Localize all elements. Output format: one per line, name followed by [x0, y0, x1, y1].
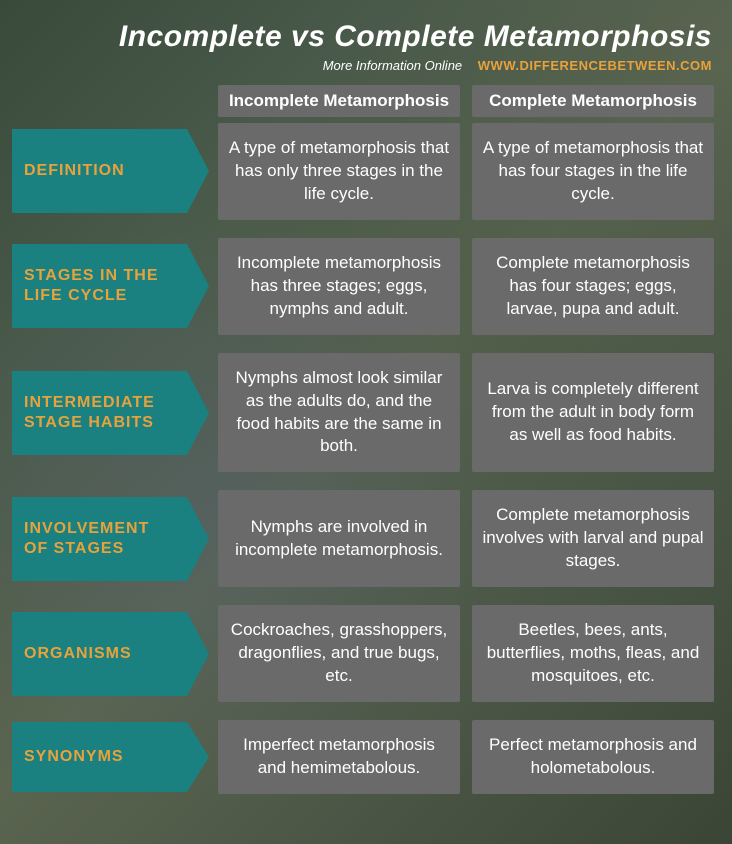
row-label: ORGANISMS	[12, 612, 187, 696]
cell-right: Beetles, bees, ants, butterflies, moths,…	[472, 605, 714, 702]
row-label-wrap: INTERMEDIATE STAGE HABITS	[12, 353, 212, 473]
column-headers: Incomplete Metamorphosis Complete Metamo…	[12, 85, 720, 117]
cell-right: Complete metamorphosis has four stages; …	[472, 238, 714, 335]
cell-left: Incomplete metamorphosis has three stage…	[218, 238, 460, 335]
column-header-left: Incomplete Metamorphosis	[218, 85, 460, 117]
row-label-wrap: SYNONYMS	[12, 720, 212, 794]
row-label: STAGES IN THE LIFE CYCLE	[12, 244, 187, 328]
row-label: DEFINITION	[12, 129, 187, 213]
row-label-wrap: STAGES IN THE LIFE CYCLE	[12, 238, 212, 335]
table-row: SYNONYMS Imperfect metamorphosis and hemi…	[12, 720, 720, 794]
table-row: INVOLVEMENT OF STAGES Nymphs are involved…	[12, 490, 720, 587]
row-label: SYNONYMS	[12, 722, 187, 792]
infographic-container: Incomplete vs Complete Metamorphosis Mor…	[0, 0, 732, 824]
cell-left: A type of metamorphosis that has only th…	[218, 123, 460, 220]
row-label-wrap: INVOLVEMENT OF STAGES	[12, 490, 212, 587]
page-title: Incomplete vs Complete Metamorphosis	[12, 12, 720, 58]
table-row: INTERMEDIATE STAGE HABITS Nymphs almost l…	[12, 353, 720, 473]
cell-left: Cockroaches, grasshoppers, dragonflies, …	[218, 605, 460, 702]
site-url[interactable]: WWW.DIFFERENCEBETWEEN.COM	[478, 58, 712, 73]
row-label-wrap: ORGANISMS	[12, 605, 212, 702]
subtitle-line: More Information Online WWW.DIFFERENCEBE…	[12, 58, 720, 85]
cell-right: A type of metamorphosis that has four st…	[472, 123, 714, 220]
column-header-right: Complete Metamorphosis	[472, 85, 714, 117]
cell-left: Imperfect metamorphosis and hemimetabolo…	[218, 720, 460, 794]
cell-left: Nymphs almost look similar as the adults…	[218, 353, 460, 473]
more-info-text: More Information Online	[323, 58, 462, 73]
header-spacer	[12, 85, 212, 117]
table-row: STAGES IN THE LIFE CYCLE Incomplete metam…	[12, 238, 720, 335]
row-label: INVOLVEMENT OF STAGES	[12, 497, 187, 581]
row-label-wrap: DEFINITION	[12, 123, 212, 220]
cell-right: Complete metamorphosis involves with lar…	[472, 490, 714, 587]
cell-left: Nymphs are involved in incomplete metamo…	[218, 490, 460, 587]
cell-right: Larva is completely different from the a…	[472, 353, 714, 473]
table-row: ORGANISMS Cockroaches, grasshoppers, drag…	[12, 605, 720, 702]
row-label: INTERMEDIATE STAGE HABITS	[12, 371, 187, 455]
rows-container: DEFINITION A type of metamorphosis that h…	[12, 123, 720, 794]
table-row: DEFINITION A type of metamorphosis that h…	[12, 123, 720, 220]
cell-right: Perfect metamorphosis and holometabolous…	[472, 720, 714, 794]
